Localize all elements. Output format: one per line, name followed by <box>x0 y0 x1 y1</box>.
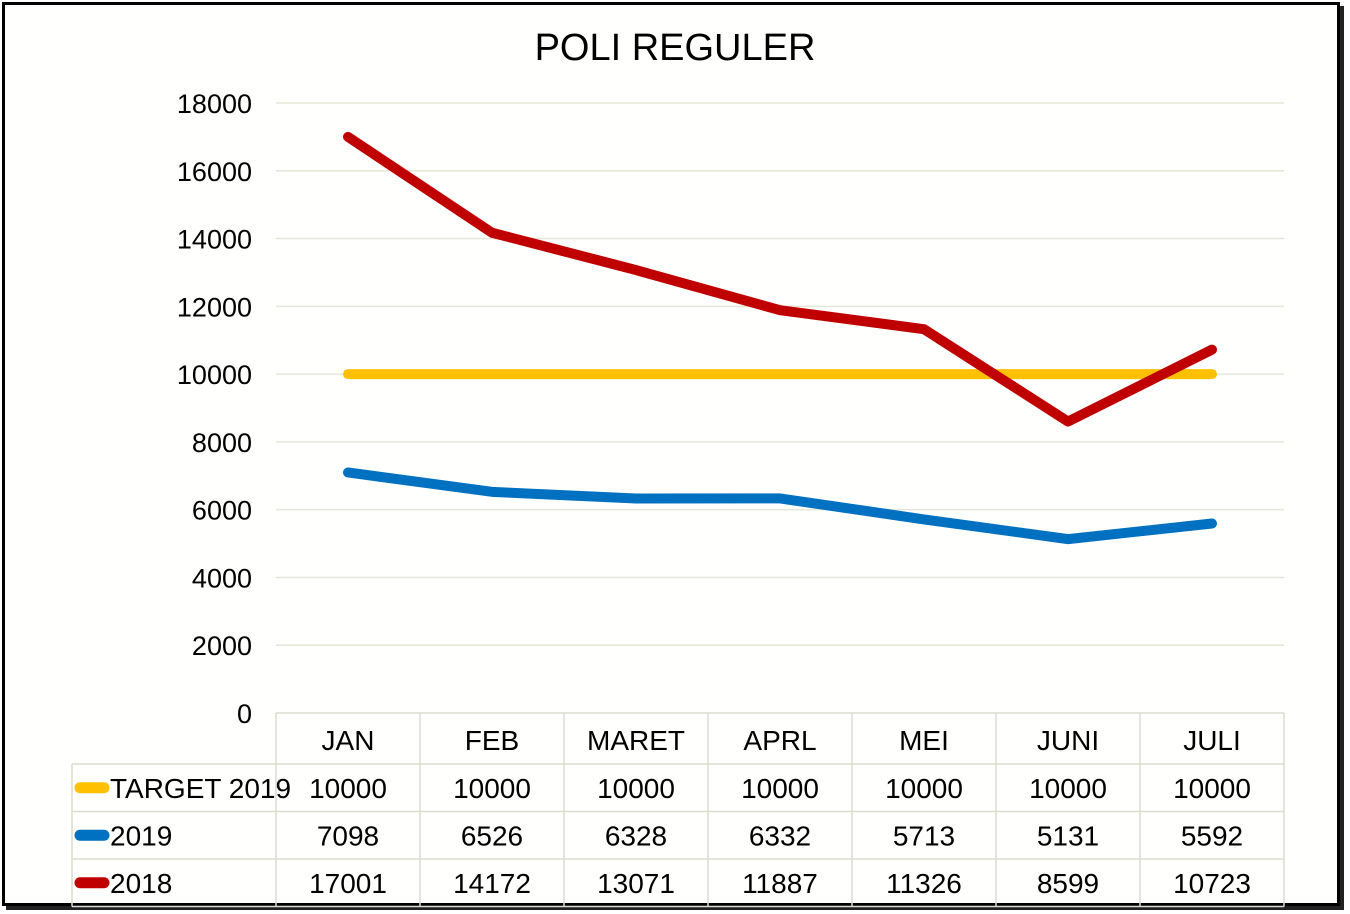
data-cell: 6332 <box>749 820 811 851</box>
data-cell: 10000 <box>1029 773 1107 804</box>
y-tick-label: 8000 <box>192 428 252 458</box>
category-label: MEI <box>899 725 949 756</box>
series-line <box>343 467 1217 545</box>
data-cell: 5592 <box>1181 820 1243 851</box>
data-point <box>779 373 781 376</box>
legend-series-name: 2019 <box>110 820 172 851</box>
data-point <box>635 269 637 272</box>
series-lines <box>343 131 1217 545</box>
data-point <box>779 497 781 500</box>
data-point <box>779 309 781 312</box>
category-label: FEB <box>465 725 519 756</box>
legend-series-name: 2018 <box>110 868 172 899</box>
data-point <box>1211 373 1213 376</box>
category-label: APRL <box>743 725 816 756</box>
data-cell: 14172 <box>453 868 531 899</box>
data-point <box>1067 373 1069 376</box>
data-cell: 8599 <box>1037 868 1099 899</box>
y-tick-label: 2000 <box>192 631 252 661</box>
y-tick-label: 0 <box>237 699 252 729</box>
data-point <box>1067 420 1069 423</box>
data-point <box>347 135 349 138</box>
data-cell: 10000 <box>597 773 675 804</box>
data-cell: 6328 <box>605 820 667 851</box>
legend-series-name: TARGET 2019 <box>110 773 291 804</box>
data-cell: 11326 <box>886 868 962 899</box>
chart-title: POLI REGULER <box>535 27 816 69</box>
data-point <box>923 373 925 376</box>
data-point <box>635 373 637 376</box>
data-cell: 5131 <box>1037 820 1099 851</box>
data-point <box>491 373 493 376</box>
y-axis-ticks: 0 2000 4000 6000 8000 10000 12000 14000 16000 180… <box>177 89 252 729</box>
category-label: JUNI <box>1037 725 1099 756</box>
data-cell: 5713 <box>893 820 955 851</box>
y-tick-label: 12000 <box>177 292 252 322</box>
data-point <box>635 497 637 500</box>
data-point <box>1211 348 1213 351</box>
data-cell: 10000 <box>309 773 387 804</box>
category-label: JAN <box>322 725 375 756</box>
data-cell: 6526 <box>461 820 523 851</box>
data-cell: 10000 <box>453 773 531 804</box>
data-point <box>1067 538 1069 541</box>
data-point <box>1211 522 1213 525</box>
data-cell: 11887 <box>742 868 818 899</box>
data-cell: 10723 <box>1173 868 1251 899</box>
data-point <box>923 518 925 521</box>
category-label: JULI <box>1183 725 1241 756</box>
y-tick-label: 18000 <box>177 89 252 119</box>
y-tick-label: 14000 <box>177 225 252 255</box>
data-cell: 10000 <box>885 773 963 804</box>
data-point <box>347 471 349 474</box>
data-point <box>923 328 925 331</box>
y-tick-label: 4000 <box>192 563 252 593</box>
y-tick-label: 6000 <box>192 496 252 526</box>
data-cell: 17001 <box>309 868 387 899</box>
data-cell: 10000 <box>1173 773 1251 804</box>
category-label: MARET <box>587 725 685 756</box>
y-tick-label: 16000 <box>177 157 252 187</box>
y-tick-label: 10000 <box>177 360 252 390</box>
data-point <box>491 490 493 493</box>
data-cell: 13071 <box>597 868 675 899</box>
data-table: JAN FEB MARET APRL MEI JUNI JULI TARGET 2019 100… <box>71 712 1285 908</box>
data-point <box>491 231 493 234</box>
data-cell: 7098 <box>317 820 379 851</box>
data-point <box>347 373 349 376</box>
data-cell: 10000 <box>741 773 819 804</box>
